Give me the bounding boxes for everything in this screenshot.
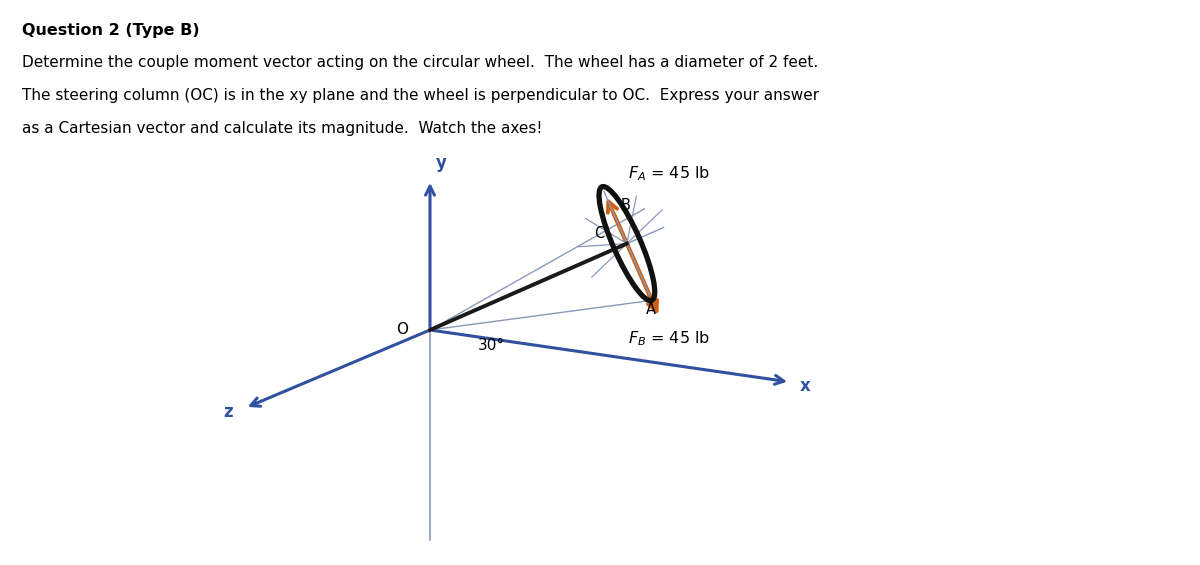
Text: Question 2 (Type B): Question 2 (Type B) bbox=[22, 23, 199, 38]
Text: A: A bbox=[646, 302, 655, 318]
Text: y: y bbox=[436, 154, 446, 172]
Text: B: B bbox=[620, 198, 630, 214]
Text: C: C bbox=[595, 225, 605, 241]
Text: Determine the couple moment vector acting on the circular wheel.  The wheel has : Determine the couple moment vector actin… bbox=[22, 55, 818, 70]
Text: as a Cartesian vector and calculate its magnitude.  Watch the axes!: as a Cartesian vector and calculate its … bbox=[22, 121, 542, 136]
Text: $F_A$ = 45 lb: $F_A$ = 45 lb bbox=[628, 164, 709, 183]
Text: $F_B$ = 45 lb: $F_B$ = 45 lb bbox=[629, 329, 710, 349]
Text: The steering column (OC) is in the xy plane and the wheel is perpendicular to OC: The steering column (OC) is in the xy pl… bbox=[22, 88, 820, 103]
Text: x: x bbox=[800, 377, 811, 395]
Text: 30°: 30° bbox=[478, 338, 505, 353]
Text: O: O bbox=[396, 321, 408, 337]
Text: z: z bbox=[223, 403, 233, 421]
